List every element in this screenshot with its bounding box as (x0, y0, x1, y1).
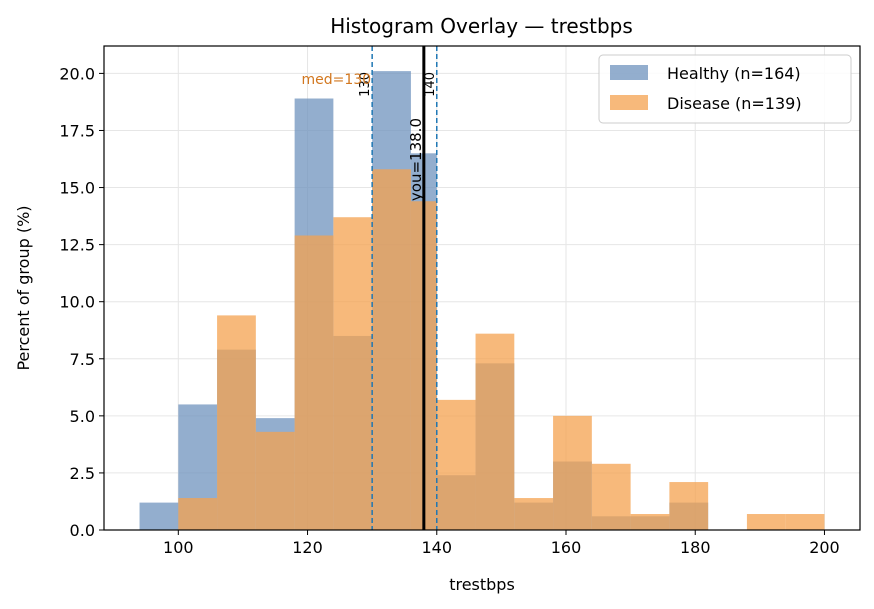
bar-disease (669, 482, 709, 530)
bar-disease (746, 514, 786, 530)
bar-disease (475, 333, 515, 530)
legend: Healthy (n=164) Disease (n=139) (598, 54, 852, 124)
legend-label-disease: Disease (n=139) (667, 94, 802, 113)
bar-disease (553, 415, 592, 530)
bar-disease (436, 399, 476, 530)
median-annotation: med=130 (302, 72, 372, 88)
bar-disease (785, 514, 825, 530)
legend-label-healthy: Healthy (n=164) (667, 64, 801, 83)
y-tick-label: 0.0 (70, 521, 95, 540)
x-tick-label: 180 (680, 538, 711, 557)
y-tick-label: 2.5 (70, 464, 95, 483)
y-tick-label: 12.5 (59, 236, 95, 255)
reference-lines-layer: 130 140 you=138.0 med=130 (302, 46, 438, 530)
y-tick-label: 20.0 (59, 64, 95, 83)
x-axis-label: trestbps (449, 575, 515, 594)
y-tick-label: 10.0 (59, 293, 95, 312)
bar-disease (178, 498, 218, 530)
bar-disease (294, 235, 334, 530)
threshold-label: 140 (423, 72, 438, 97)
y-tick-label: 7.5 (70, 350, 95, 369)
legend-box (598, 54, 852, 124)
legend-swatch-disease (610, 95, 648, 110)
bar-disease (514, 498, 554, 530)
plot-frame (103, 45, 861, 531)
x-tick-label: 100 (163, 538, 194, 557)
y-axis-label: Percent of group (%) (14, 205, 33, 370)
threshold-label: 130 (358, 72, 373, 97)
y-tick-label: 5.0 (70, 407, 95, 426)
bar-disease (372, 169, 411, 530)
x-tick-label: 140 (421, 538, 452, 557)
axes-layer: 100 120 140 160 180 200 0.0 2.5 5.0 7.5 10.0 12.5 15… (59, 64, 839, 557)
y-tick-label: 15.0 (59, 179, 95, 198)
y-tick-label: 17.5 (59, 121, 95, 140)
bar-healthy (139, 502, 179, 530)
chart-title: Histogram Overlay — trestbps (330, 14, 633, 38)
bar-disease (217, 315, 256, 530)
bars-layer (139, 71, 825, 531)
legend-swatch-healthy (610, 65, 648, 80)
bar-disease (333, 217, 373, 530)
x-tick-label: 160 (551, 538, 582, 557)
bar-disease (591, 463, 631, 530)
bar-disease (630, 514, 670, 530)
x-tick-label: 200 (809, 538, 840, 557)
x-tick-label: 120 (292, 538, 323, 557)
user-value-label: you=138.0 (407, 118, 425, 201)
bar-disease (255, 431, 295, 530)
